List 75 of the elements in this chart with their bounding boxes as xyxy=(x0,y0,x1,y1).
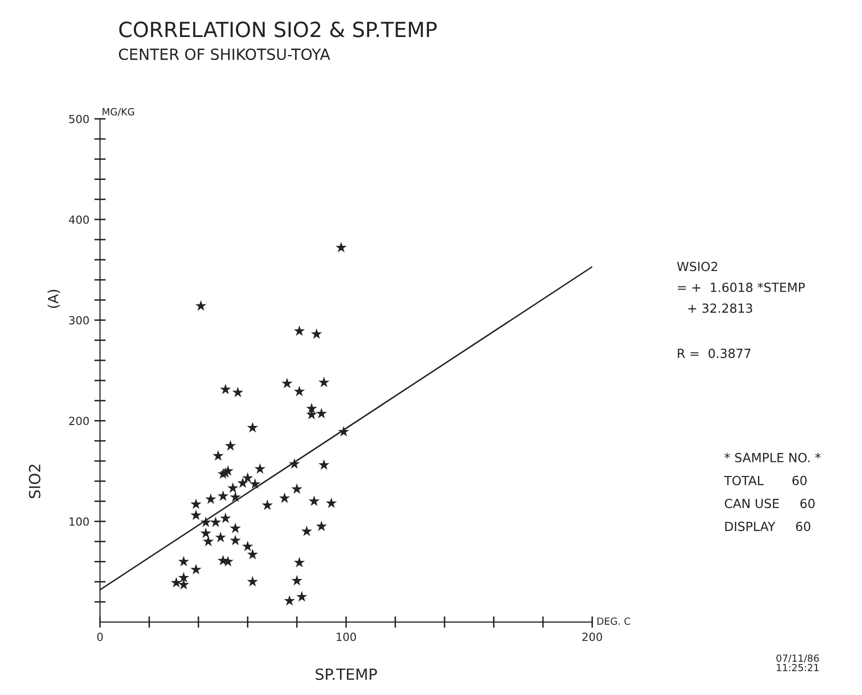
point xyxy=(306,402,318,414)
point xyxy=(247,548,258,560)
point xyxy=(230,491,241,502)
text: DISPLAY 60 xyxy=(725,522,810,532)
chart-title: CORRELATION SIO2 & SP.TEMP xyxy=(119,22,437,38)
point xyxy=(250,478,261,489)
point xyxy=(170,576,182,588)
point xyxy=(230,534,241,546)
x-tick-label: 100 xyxy=(336,632,356,642)
point xyxy=(247,576,258,586)
point xyxy=(220,512,232,524)
point xyxy=(279,492,290,503)
point xyxy=(242,540,254,552)
point xyxy=(291,574,302,586)
text: DEG. C xyxy=(597,617,630,625)
text: (A) xyxy=(48,290,60,308)
text: R = 0.3877 xyxy=(678,348,750,358)
text: * SAMPLE NO. * xyxy=(724,452,821,462)
text: = + 1.6018 *STEMP xyxy=(678,282,805,292)
point xyxy=(282,378,293,388)
point xyxy=(316,408,328,418)
y-tick-label: 100 xyxy=(70,517,89,526)
point xyxy=(326,497,337,508)
point xyxy=(284,595,296,606)
x-tick-label: 200 xyxy=(582,632,602,642)
text: CAN USE 60 xyxy=(724,498,815,508)
point xyxy=(237,477,248,488)
point xyxy=(227,482,238,493)
x-axis-title: SP.TEMP xyxy=(316,668,377,680)
point xyxy=(200,528,212,538)
point xyxy=(215,532,226,542)
point xyxy=(195,300,206,311)
point xyxy=(210,516,222,528)
text: MG/KG xyxy=(102,108,134,116)
point xyxy=(178,556,190,566)
text: TOTAL 60 xyxy=(724,476,807,486)
point xyxy=(218,490,229,501)
point xyxy=(294,556,305,568)
point xyxy=(178,572,190,582)
point xyxy=(212,450,224,461)
point xyxy=(318,459,330,470)
point xyxy=(242,472,254,483)
point xyxy=(190,564,202,574)
point xyxy=(220,384,232,394)
x-tick-label: 0 xyxy=(97,632,103,642)
y-tick-label: 300 xyxy=(69,316,89,324)
point xyxy=(296,591,308,602)
y-tick-label: 200 xyxy=(69,416,89,426)
text: + 32.2813 xyxy=(688,303,752,313)
point xyxy=(311,328,322,339)
point xyxy=(190,498,202,509)
point xyxy=(190,510,202,520)
point xyxy=(262,499,273,510)
point xyxy=(294,325,305,336)
y-axis-title: SIO2 xyxy=(28,464,40,498)
y-tick-label: 400 xyxy=(68,215,89,224)
point xyxy=(178,578,190,590)
point xyxy=(202,536,214,546)
text: WSIO2 xyxy=(677,262,718,272)
point xyxy=(205,493,216,504)
point xyxy=(308,495,320,506)
point xyxy=(336,242,347,252)
point xyxy=(291,483,302,494)
text: 07/11/86 11:25:21 xyxy=(776,654,819,672)
chart-subtitle: CENTER OF SHIKOTSU-TOYA xyxy=(118,48,330,60)
point xyxy=(294,386,305,396)
point xyxy=(301,526,312,536)
point xyxy=(254,463,266,474)
point xyxy=(316,520,328,532)
point xyxy=(247,422,258,432)
point xyxy=(318,376,330,388)
y-tick-label: 500 xyxy=(69,114,89,124)
point xyxy=(224,440,236,451)
point xyxy=(232,386,244,398)
point xyxy=(230,522,241,534)
